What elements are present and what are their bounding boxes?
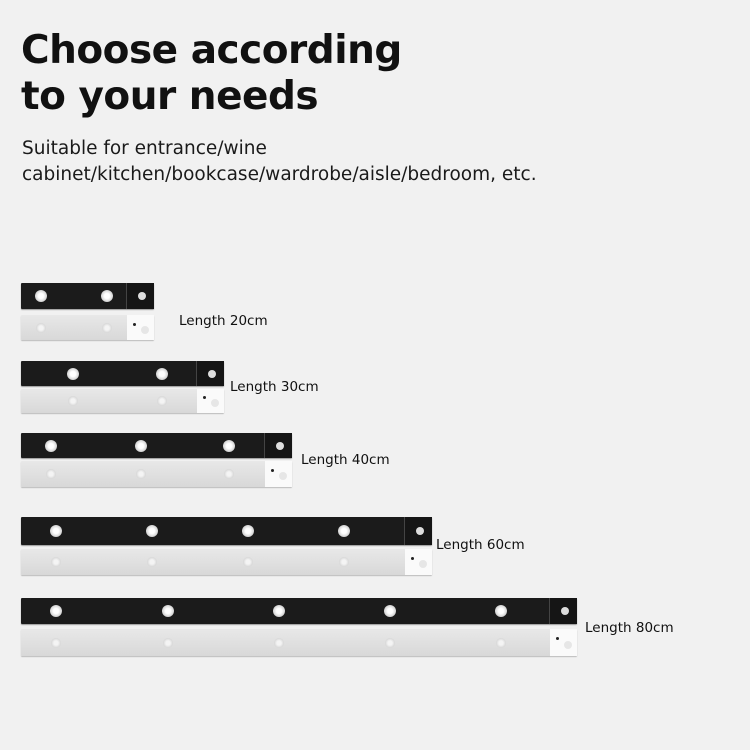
light-sensor-dot bbox=[271, 468, 274, 472]
led-icon bbox=[162, 605, 174, 617]
white-light-bar bbox=[21, 315, 154, 340]
led-icon bbox=[224, 469, 234, 479]
light-sensor-dot bbox=[556, 637, 559, 641]
black-light-bar bbox=[21, 517, 432, 545]
led-icon bbox=[46, 469, 56, 479]
length-label: Length 40cm bbox=[301, 452, 390, 468]
subtitle-line-1: Suitable for entrance/wine bbox=[22, 138, 267, 159]
led-icon bbox=[36, 322, 46, 333]
sensor-end-cap bbox=[404, 517, 432, 545]
page-title: Choose according to your needs bbox=[21, 28, 402, 120]
sensor-end-cap bbox=[550, 629, 577, 656]
led-icon bbox=[135, 439, 147, 452]
black-light-bar bbox=[21, 598, 577, 624]
black-light-bar bbox=[21, 361, 224, 386]
led-icon bbox=[147, 557, 157, 567]
motion-sensor-icon bbox=[208, 369, 216, 378]
led-icon bbox=[243, 557, 253, 567]
length-label: Length 60cm bbox=[436, 537, 525, 553]
led-icon bbox=[156, 367, 168, 380]
motion-sensor-icon bbox=[211, 399, 219, 407]
motion-sensor-icon bbox=[416, 527, 424, 535]
light-sensor-dot bbox=[411, 556, 414, 560]
black-light-bar bbox=[21, 283, 154, 309]
led-icon bbox=[384, 605, 396, 617]
subtitle: Suitable for entrance/wine cabinet/kitch… bbox=[22, 136, 537, 188]
sensor-end-cap bbox=[405, 549, 432, 575]
black-light-bar bbox=[21, 433, 292, 458]
subtitle-line-2: cabinet/kitchen/bookcase/wardrobe/aisle/… bbox=[22, 164, 537, 185]
length-label: Length 80cm bbox=[585, 620, 674, 636]
motion-sensor-icon bbox=[138, 292, 146, 300]
led-icon bbox=[102, 322, 112, 333]
led-icon bbox=[223, 439, 235, 452]
led-icon bbox=[242, 525, 254, 537]
motion-sensor-icon bbox=[141, 325, 149, 334]
light-sensor-dot bbox=[133, 322, 136, 326]
led-icon bbox=[50, 525, 62, 537]
led-icon bbox=[51, 637, 61, 648]
sensor-end-cap bbox=[264, 433, 292, 458]
led-icon bbox=[274, 637, 284, 648]
led-icon bbox=[136, 469, 146, 479]
led-icon bbox=[338, 525, 350, 537]
led-icon bbox=[146, 525, 158, 537]
sensor-end-cap bbox=[127, 315, 154, 340]
sensor-end-cap bbox=[265, 461, 292, 487]
led-icon bbox=[339, 557, 349, 567]
motion-sensor-icon bbox=[419, 560, 427, 568]
led-icon bbox=[51, 557, 61, 567]
motion-sensor-icon bbox=[564, 640, 572, 649]
led-icon bbox=[101, 290, 113, 302]
led-icon bbox=[35, 290, 47, 302]
white-light-bar bbox=[21, 461, 292, 487]
led-icon bbox=[163, 637, 173, 648]
white-light-bar bbox=[21, 549, 432, 575]
motion-sensor-icon bbox=[276, 441, 284, 450]
length-label: Length 20cm bbox=[179, 313, 268, 329]
sensor-end-cap bbox=[549, 598, 577, 624]
led-icon bbox=[68, 396, 78, 406]
led-icon bbox=[385, 637, 395, 648]
sensor-end-cap bbox=[197, 389, 224, 413]
led-icon bbox=[67, 367, 79, 380]
motion-sensor-icon bbox=[561, 607, 569, 615]
led-icon bbox=[495, 605, 507, 617]
led-icon bbox=[496, 637, 506, 648]
motion-sensor-icon bbox=[279, 472, 287, 480]
title-line-2: to your needs bbox=[21, 74, 319, 119]
white-light-bar bbox=[21, 389, 224, 413]
title-line-1: Choose according bbox=[21, 28, 402, 73]
led-icon bbox=[273, 605, 285, 617]
length-label: Length 30cm bbox=[230, 379, 319, 395]
sensor-end-cap bbox=[196, 361, 224, 386]
white-light-bar bbox=[21, 629, 577, 656]
led-icon bbox=[157, 396, 167, 406]
sensor-end-cap bbox=[126, 283, 154, 309]
led-icon bbox=[45, 439, 57, 452]
led-icon bbox=[50, 605, 62, 617]
light-sensor-dot bbox=[203, 396, 206, 400]
